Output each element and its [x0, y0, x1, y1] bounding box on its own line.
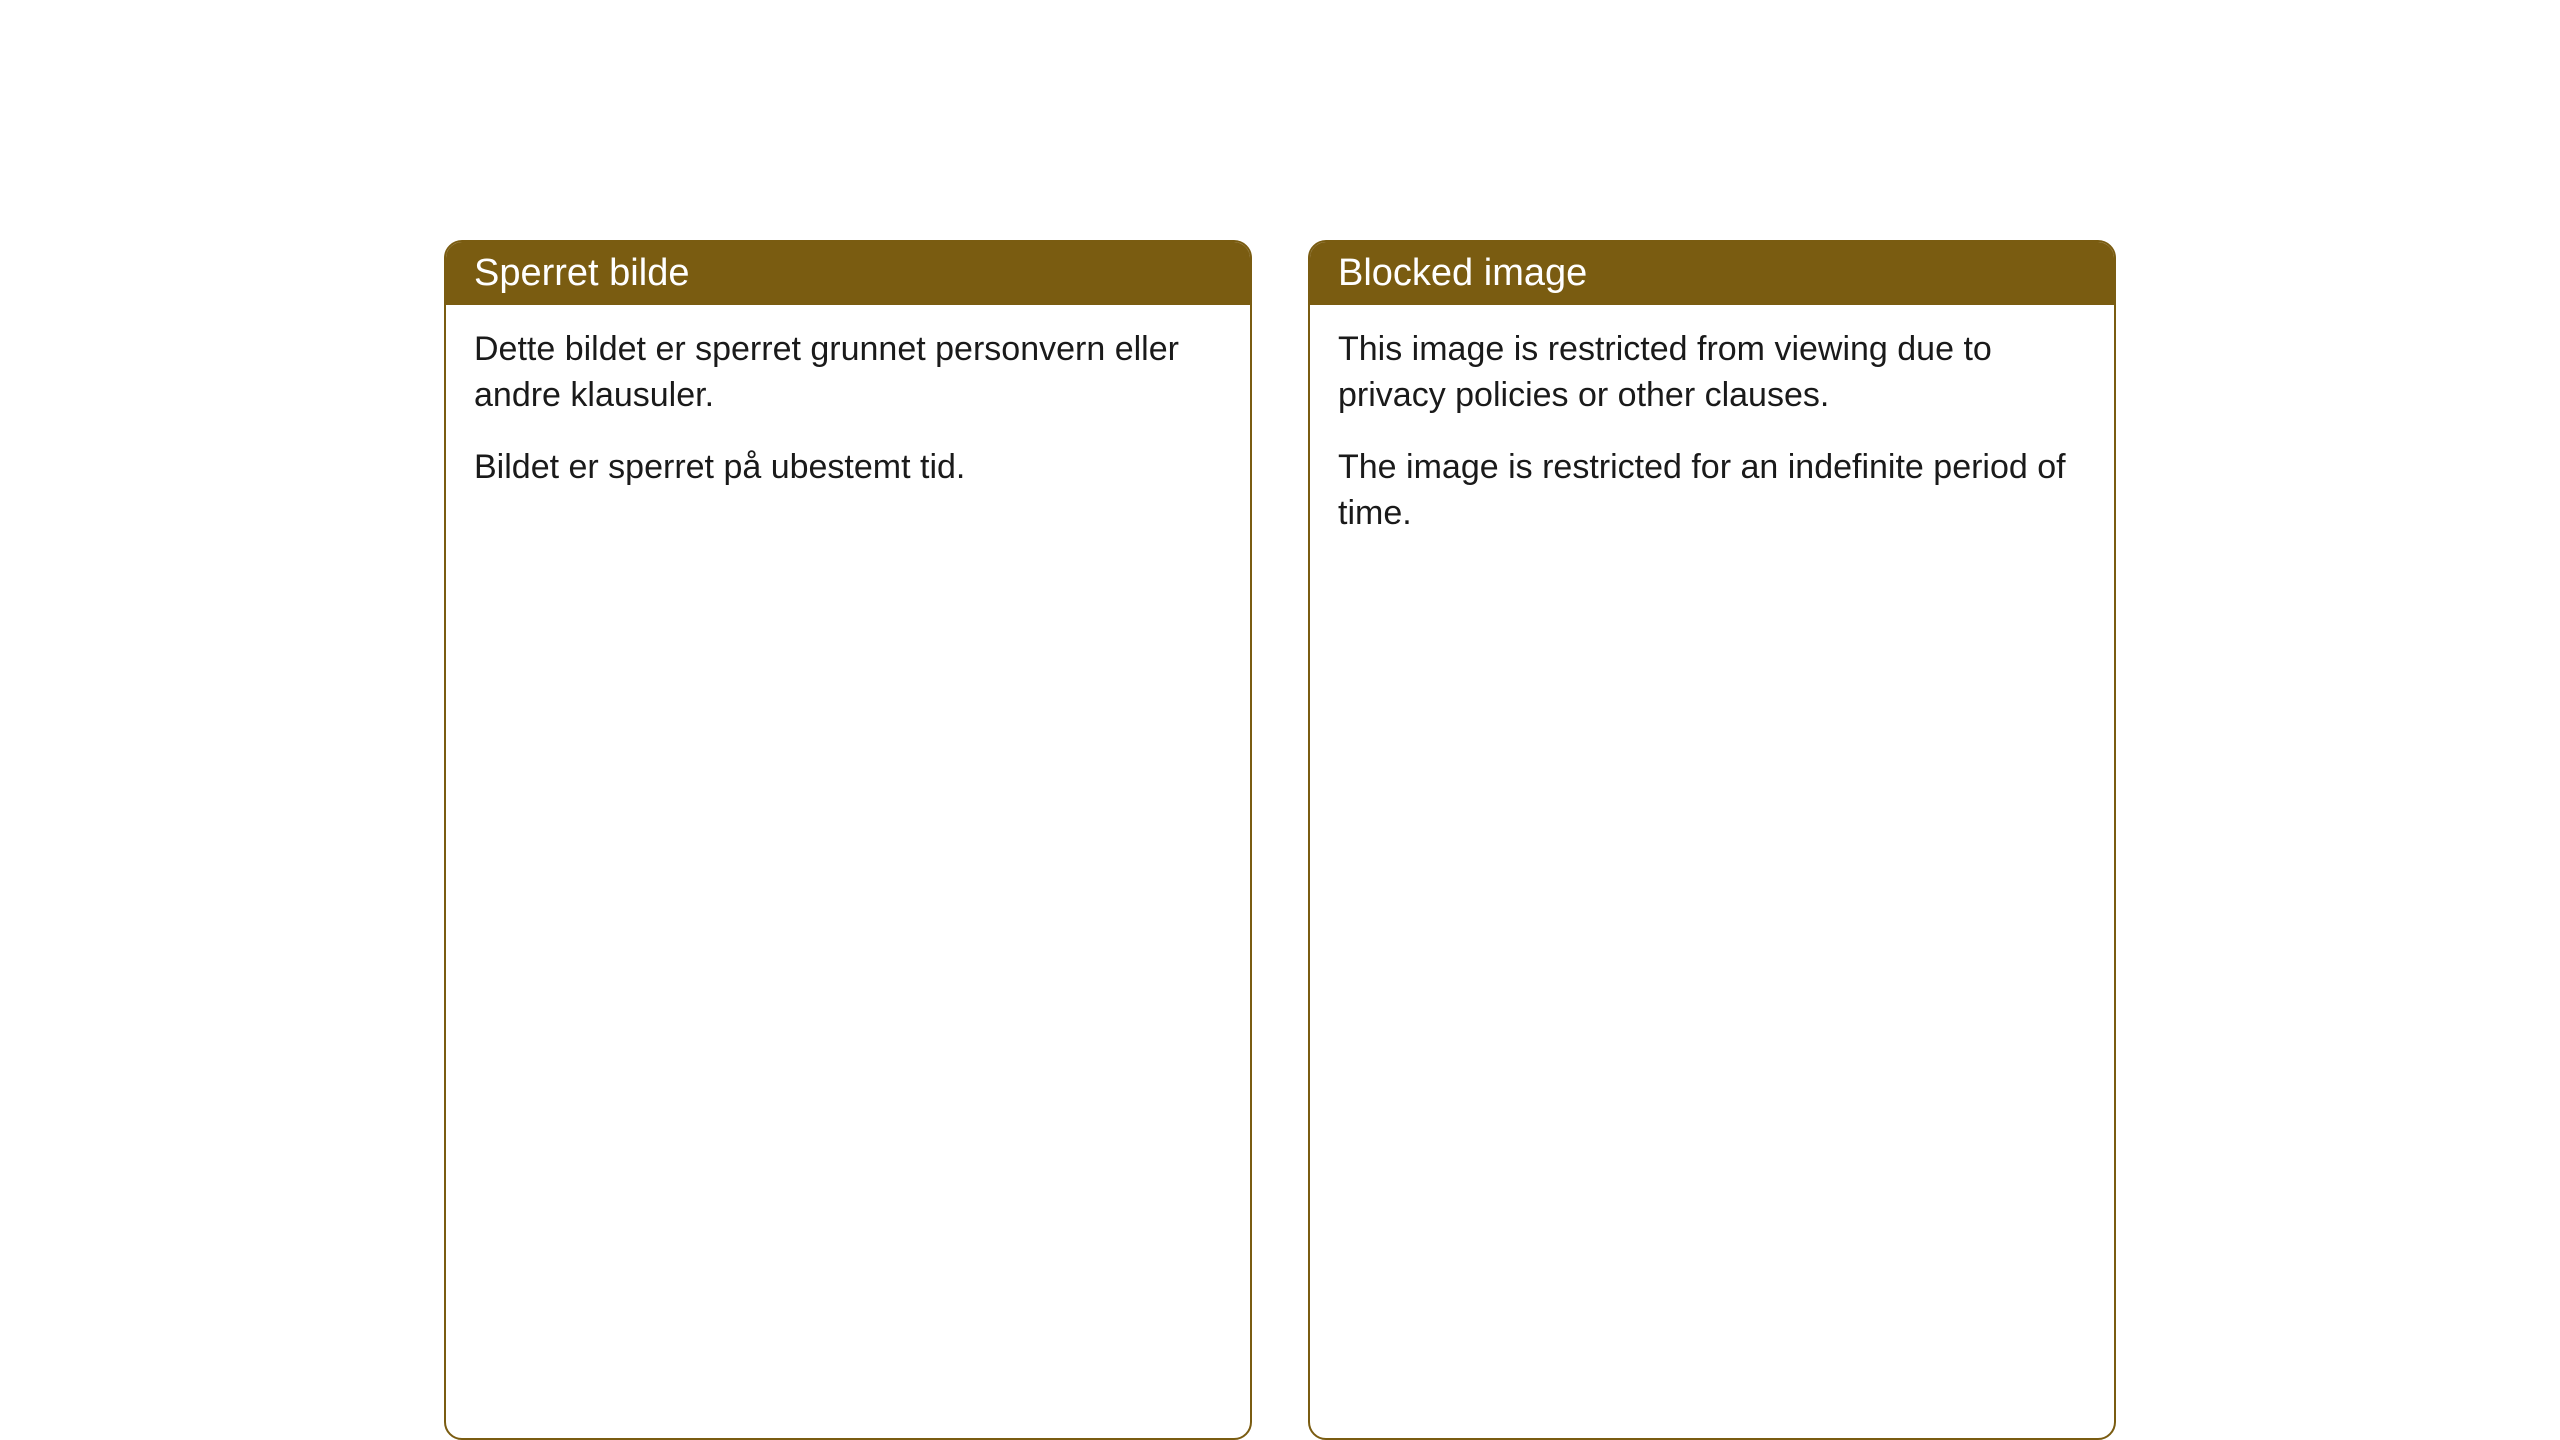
card-body-norwegian: Dette bildet er sperret grunnet personve…: [446, 305, 1250, 531]
card-paragraph-1: Dette bildet er sperret grunnet personve…: [474, 327, 1222, 419]
blocked-image-card-norwegian: Sperret bilde Dette bildet er sperret gr…: [444, 240, 1252, 1440]
card-title: Sperret bilde: [474, 252, 689, 294]
card-title: Blocked image: [1338, 252, 1587, 294]
card-header-english: Blocked image: [1310, 242, 2114, 305]
blocked-image-card-english: Blocked image This image is restricted f…: [1308, 240, 2116, 1440]
card-body-english: This image is restricted from viewing du…: [1310, 305, 2114, 577]
notice-cards-container: Sperret bilde Dette bildet er sperret gr…: [444, 240, 2116, 1440]
card-paragraph-1: This image is restricted from viewing du…: [1338, 327, 2086, 419]
card-paragraph-2: Bildet er sperret på ubestemt tid.: [474, 445, 1222, 491]
card-paragraph-2: The image is restricted for an indefinit…: [1338, 445, 2086, 537]
card-header-norwegian: Sperret bilde: [446, 242, 1250, 305]
